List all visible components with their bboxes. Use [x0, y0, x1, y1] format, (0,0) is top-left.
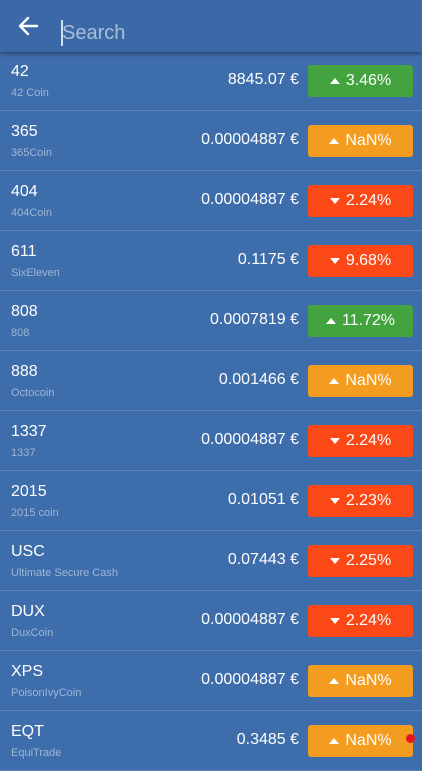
coin-symbol: EQT — [11, 723, 44, 740]
coin-symbol: 1337 — [11, 423, 47, 440]
back-button[interactable] — [17, 15, 39, 37]
coin-name: Octocoin — [11, 387, 55, 399]
coin-price: 0.00004887 € — [201, 191, 299, 208]
search-input[interactable]: Search — [62, 22, 126, 44]
change-badge[interactable]: NaN% — [308, 125, 413, 157]
trend-arrow — [329, 618, 340, 624]
change-badge[interactable]: NaN% — [308, 725, 413, 757]
coin-price: 0.001466 € — [218, 371, 299, 388]
trend-arrow — [329, 78, 340, 84]
coin-price: 0.00004887 € — [201, 431, 299, 448]
coin-symbol: 404 — [11, 183, 38, 200]
change-badge[interactable]: 2.25% — [308, 545, 413, 577]
coin-symbol: 2015 — [11, 483, 47, 500]
coin-price: 0.00004887 € — [201, 611, 299, 628]
coin-symbol: 808 — [11, 303, 38, 320]
trend-arrow — [329, 378, 340, 384]
coin-row[interactable]: 365 365Coin 0.00004887 € NaN% — [0, 111, 422, 171]
coin-row[interactable]: USC Ultimate Secure Cash 0.07443 € 2.25% — [0, 531, 422, 591]
change-text: 2.24% — [345, 432, 392, 449]
trend-arrow — [329, 198, 340, 204]
change-text: 9.68% — [345, 252, 392, 269]
change-text: 2.24% — [345, 612, 392, 629]
coin-row[interactable]: 1337 1337 0.00004887 € 2.24% — [0, 411, 422, 471]
trend-arrow — [329, 558, 340, 564]
change-text: 2.25% — [345, 552, 392, 569]
coin-symbol: XPS — [11, 663, 44, 680]
coin-price: 0.00004887 € — [201, 131, 299, 148]
trend-arrow — [329, 678, 340, 684]
coin-name: Ultimate Secure Cash — [11, 567, 118, 579]
coin-name: PoisonIvyCoin — [11, 687, 82, 699]
change-badge[interactable]: 3.46% — [308, 65, 413, 97]
coin-row[interactable]: XPS PoisonIvyCoin 0.00004887 € NaN% — [0, 651, 422, 711]
coin-price: 0.07443 € — [227, 551, 299, 568]
coin-row[interactable]: 611 SixEleven 0.1175 € 9.68% — [0, 231, 422, 291]
coin-price: 0.1175 € — [237, 251, 299, 268]
coin-price: 0.3485 € — [236, 731, 299, 748]
trend-arrow — [329, 438, 340, 444]
coin-name: 404Coin — [11, 207, 52, 219]
coin-symbol: 611 — [11, 243, 37, 260]
coin-symbol: 888 — [11, 363, 38, 380]
change-text: 3.46% — [345, 72, 392, 89]
coin-name: 808 — [11, 327, 30, 339]
coin-row[interactable]: EQT EquiTrade 0.3485 € NaN% — [0, 711, 422, 771]
change-badge[interactable]: 9.68% — [308, 245, 413, 277]
coin-row[interactable]: 808 808 0.0007819 € 11.72% — [0, 291, 422, 351]
coin-price: 0.00004887 € — [201, 671, 299, 688]
trend-arrow — [329, 498, 340, 504]
coin-name: EquiTrade — [11, 747, 62, 759]
coin-name: 2015 coin — [11, 507, 59, 519]
change-badge[interactable]: 2.23% — [308, 485, 413, 517]
trend-arrow — [329, 738, 340, 744]
coin-price: 0.0007819 € — [210, 311, 299, 328]
change-text: 2.23% — [345, 492, 392, 509]
coin-row[interactable]: DUX DuxCoin 0.00004887 € 2.24% — [0, 591, 422, 651]
change-text: NaN% — [345, 372, 392, 389]
app-bar: Search — [0, 0, 422, 52]
coin-name: 1337 — [11, 447, 36, 459]
coin-list: 42 42 Coin 8845.07 € 3.46% 365 365Coin 0.00004… — [0, 51, 422, 771]
coin-row[interactable]: 2015 2015 coin 0.01051 € 2.23% — [0, 471, 422, 531]
change-text: 2.24% — [345, 192, 392, 209]
coin-row[interactable]: 404 404Coin 0.00004887 € 2.24% — [0, 171, 422, 231]
change-text: NaN% — [345, 732, 392, 749]
coin-symbol: DUX — [11, 603, 45, 620]
change-badge[interactable]: 11.72% — [308, 305, 413, 337]
coin-row[interactable]: 888 Octocoin 0.001466 € NaN% — [0, 351, 422, 411]
change-badge[interactable]: 2.24% — [308, 185, 413, 217]
trend-arrow — [329, 258, 340, 264]
recording-indicator — [406, 734, 415, 743]
change-text: NaN% — [345, 132, 392, 149]
coin-row[interactable]: 42 42 Coin 8845.07 € 3.46% — [0, 51, 422, 111]
coin-name: SixEleven — [11, 267, 60, 279]
change-badge[interactable]: 2.24% — [308, 425, 413, 457]
coin-symbol: USC — [11, 543, 45, 560]
coin-price: 0.01051 € — [227, 491, 299, 508]
trend-arrow — [329, 138, 340, 144]
coin-name: 365Coin — [11, 147, 52, 159]
change-text: 11.72% — [341, 312, 396, 329]
coin-name: DuxCoin — [11, 627, 54, 639]
change-badge[interactable]: NaN% — [308, 665, 413, 697]
coin-price: 8845.07 € — [227, 71, 299, 88]
coin-symbol: 365 — [11, 123, 38, 140]
change-text: NaN% — [345, 672, 392, 689]
coin-name: 42 Coin — [11, 87, 49, 99]
change-badge[interactable]: 2.24% — [308, 605, 413, 637]
coin-symbol: 42 — [11, 63, 29, 80]
change-badge[interactable]: NaN% — [308, 365, 413, 397]
text-cursor — [61, 20, 63, 46]
trend-arrow — [325, 318, 336, 324]
